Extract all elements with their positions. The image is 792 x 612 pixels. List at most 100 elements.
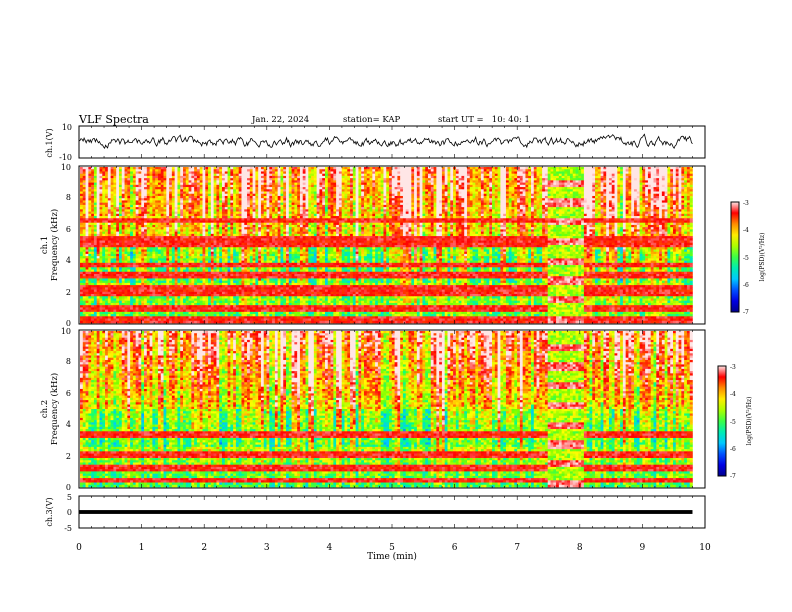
spectrogram-cell bbox=[183, 174, 186, 177]
spectrogram-cell bbox=[673, 171, 676, 174]
spectrogram-cell bbox=[222, 174, 225, 177]
spectrogram-cell bbox=[578, 174, 581, 177]
spectrogram-cell bbox=[297, 169, 300, 172]
spectrogram-cell bbox=[545, 171, 548, 174]
spectrogram-cell bbox=[450, 169, 453, 172]
spectrogram-cell bbox=[150, 176, 153, 179]
spectrogram-cell bbox=[417, 174, 420, 177]
spectrogram-cell bbox=[581, 167, 584, 170]
spectrogram-cell bbox=[447, 176, 450, 179]
spectrogram-cell bbox=[662, 169, 665, 172]
spectrogram-cell bbox=[475, 174, 478, 177]
spectrogram-cell bbox=[654, 171, 657, 174]
spectrogram-cell bbox=[331, 171, 334, 174]
spectrogram-cell bbox=[601, 167, 604, 170]
spectrogram-cell bbox=[584, 174, 587, 177]
spectrogram-cell bbox=[280, 171, 283, 174]
spectrogram-cell bbox=[392, 171, 395, 174]
spectrogram-cell bbox=[94, 176, 97, 179]
spectrogram-cell bbox=[559, 171, 562, 174]
spectrogram-cell bbox=[372, 174, 375, 177]
spectrogram-cell bbox=[461, 171, 464, 174]
spectrogram-cell bbox=[333, 174, 336, 177]
spectrogram-cell bbox=[80, 167, 83, 170]
spectrogram-cell bbox=[200, 167, 203, 170]
spectrogram-cell bbox=[356, 176, 359, 179]
spectrogram-cell bbox=[278, 174, 281, 177]
spectrogram-cell bbox=[434, 176, 437, 179]
spectrogram-cell bbox=[617, 171, 620, 174]
spectrogram-cell bbox=[576, 171, 579, 174]
spectrogram-cell bbox=[258, 171, 261, 174]
spectrogram-cell bbox=[269, 171, 272, 174]
spectrogram-cell bbox=[442, 169, 445, 172]
spectrogram-cell bbox=[233, 169, 236, 172]
spectrogram-cell bbox=[144, 176, 147, 179]
spectrogram-cell bbox=[339, 167, 342, 170]
header-station: station= KAP bbox=[343, 115, 401, 125]
spectrogram-cell bbox=[595, 171, 598, 174]
spectrogram-cell bbox=[506, 167, 509, 170]
spectrogram-cell bbox=[350, 167, 353, 170]
spectrogram-cell bbox=[595, 167, 598, 170]
spectrogram-cell bbox=[509, 167, 512, 170]
spectrogram-cell bbox=[358, 167, 361, 170]
spectrogram-cell bbox=[125, 174, 128, 177]
spectrogram-cell bbox=[244, 176, 247, 179]
spectrogram-cell bbox=[339, 174, 342, 177]
spectrogram-cell bbox=[200, 176, 203, 179]
spectrogram-cell bbox=[164, 176, 167, 179]
spectrogram-cell bbox=[86, 176, 89, 179]
spectrogram-cell bbox=[576, 174, 579, 177]
spectrogram-cell bbox=[258, 174, 261, 177]
spectrogram-cell bbox=[439, 176, 442, 179]
spectrogram-cell bbox=[358, 169, 361, 172]
spectrogram-cell bbox=[425, 174, 428, 177]
spectrogram-cell bbox=[679, 171, 682, 174]
spectrogram-cell bbox=[442, 174, 445, 177]
spectrogram-cell bbox=[411, 174, 414, 177]
spectrogram-cell bbox=[642, 171, 645, 174]
spectrogram-cell bbox=[587, 174, 590, 177]
spectrogram-cell bbox=[651, 169, 654, 172]
spectrogram-cell bbox=[434, 174, 437, 177]
spectrogram-cell bbox=[475, 167, 478, 170]
spectrogram-cell bbox=[364, 176, 367, 179]
spectrogram-cell bbox=[250, 167, 253, 170]
spectrogram-cell bbox=[484, 167, 487, 170]
spectrogram-cell bbox=[177, 174, 180, 177]
spectrogram-cell bbox=[286, 169, 289, 172]
spectrogram-cell bbox=[603, 174, 606, 177]
spectrogram-cell bbox=[531, 169, 534, 172]
spectrogram-cell bbox=[584, 171, 587, 174]
spectrogram-cell bbox=[83, 174, 86, 177]
spectrogram-cell bbox=[336, 176, 339, 179]
spectrogram-cell bbox=[489, 176, 492, 179]
spectrogram-cell bbox=[239, 171, 242, 174]
spectrogram-cell bbox=[138, 176, 141, 179]
spectrogram-cell bbox=[247, 176, 250, 179]
spectrogram-cell bbox=[623, 171, 626, 174]
spectrogram-cell bbox=[378, 171, 381, 174]
spectrogram-cell bbox=[687, 169, 690, 172]
spectrogram-cell bbox=[108, 169, 111, 172]
spectrogram-cell bbox=[534, 167, 537, 170]
spectrogram-cell bbox=[239, 169, 242, 172]
spectrogram-cell bbox=[445, 167, 448, 170]
spectrogram-cell bbox=[453, 171, 456, 174]
spectrogram-cell bbox=[353, 171, 356, 174]
spectrogram-cell bbox=[175, 169, 178, 172]
spectrogram-cell bbox=[495, 171, 498, 174]
spectrogram-cell bbox=[562, 174, 565, 177]
spectrogram-cell bbox=[236, 167, 239, 170]
ch1-waveform-ylabel: ch.1(V) bbox=[45, 128, 54, 157]
spectrogram-cell bbox=[292, 171, 295, 174]
spectrogram-cell bbox=[294, 174, 297, 177]
spectrogram-cell bbox=[111, 176, 114, 179]
spectrogram-cell bbox=[481, 167, 484, 170]
spectrogram-cell bbox=[314, 167, 317, 170]
spectrogram-cell bbox=[628, 169, 631, 172]
spectrogram-cell bbox=[564, 169, 567, 172]
spectrogram-cell bbox=[183, 176, 186, 179]
spectrogram-cell bbox=[414, 167, 417, 170]
